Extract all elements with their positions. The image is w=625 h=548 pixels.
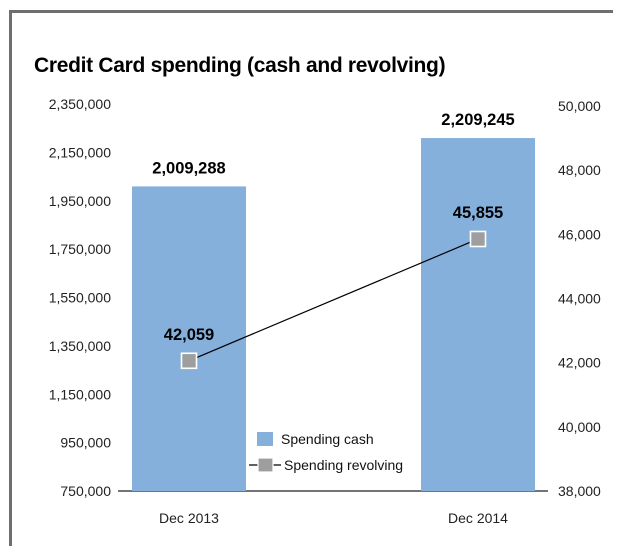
bar-data-label: 2,209,245: [441, 111, 514, 129]
y-left-tick-label: 1,750,000: [49, 241, 111, 257]
chart-title: Credit Card spending (cash and revolving…: [34, 54, 446, 77]
legend: Spending cash Spending revolving: [249, 431, 403, 473]
y-right-tick-label: 44,000: [558, 291, 601, 307]
y-right-tick-label: 50,000: [558, 98, 601, 114]
marker-spending-revolving: [469, 230, 487, 248]
x-tick-label: Dec 2013: [159, 510, 219, 526]
legend-label-spending-cash: Spending cash: [281, 431, 374, 447]
legend-marker-spending-revolving: [257, 457, 274, 473]
data-labels: 2,009,288 2,209,245 42,059 45,855: [152, 111, 514, 344]
line-series-spending-revolving: [180, 230, 487, 370]
y-right-tick-label: 46,000: [558, 226, 601, 242]
axes: 750,000 950,000 1,150,000 1,350,000 1,550,00…: [49, 96, 601, 526]
legend-label-spending-revolving: Spending revolving: [284, 457, 403, 473]
marker-spending-revolving: [180, 352, 198, 370]
y-left-tick-label: 1,150,000: [49, 386, 111, 402]
bar-spending-cash: [132, 186, 246, 491]
line-data-label: 42,059: [164, 326, 214, 344]
y-right-tick-label: 40,000: [558, 419, 601, 435]
y-left-tick-label: 1,350,000: [49, 338, 111, 354]
y-left-tick-label: 1,550,000: [49, 290, 111, 306]
line-data-label: 45,855: [453, 204, 503, 222]
y-right-tick-label: 48,000: [558, 162, 601, 178]
y-left-tick-label: 2,350,000: [49, 96, 111, 112]
y-left-tick-label: 1,950,000: [49, 193, 111, 209]
bar-series-spending-cash: [132, 138, 535, 492]
bar-spending-cash: [421, 138, 535, 492]
y-left-tick-label: 750,000: [60, 483, 111, 499]
y-right-tick-label: 38,000: [558, 483, 601, 499]
chart-frame: [9, 10, 613, 546]
x-tick-label: Dec 2014: [448, 510, 508, 526]
y-left-tick-label: 2,150,000: [49, 144, 111, 160]
line-spending-revolving: [188, 238, 479, 362]
bar-data-label: 2,009,288: [152, 159, 225, 177]
legend-swatch-spending-cash: [257, 432, 273, 446]
y-right-tick-label: 42,000: [558, 355, 601, 371]
y-left-tick-label: 950,000: [60, 435, 111, 451]
